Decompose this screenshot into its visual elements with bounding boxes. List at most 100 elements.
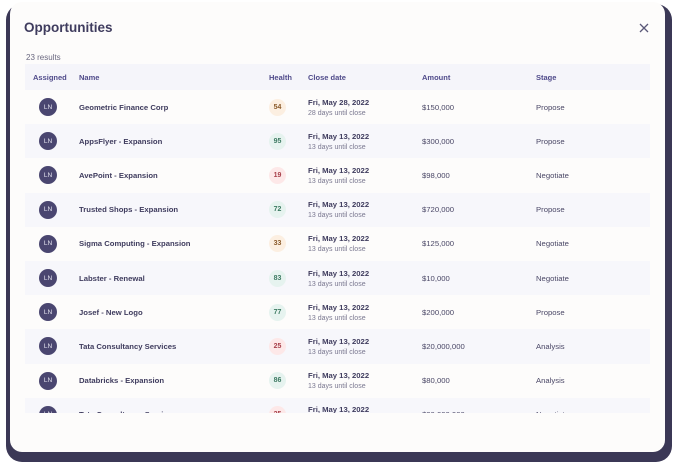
health-badge: 54 (269, 98, 286, 116)
assigned-cell: LN (25, 200, 77, 219)
table-row[interactable]: LN Geometric Finance Corp 54 Fri, May 28, 2… (25, 90, 650, 124)
assigned-cell: LN (25, 405, 77, 413)
table-body: LN Geometric Finance Corp 54 Fri, May 28, 2… (25, 90, 650, 413)
header-health[interactable]: Health (269, 72, 292, 82)
health-cell: 19 (269, 166, 308, 184)
health-badge: 25 (269, 337, 286, 355)
health-cell: 72 (269, 201, 308, 219)
health-cell: 83 (269, 269, 308, 287)
close-date-cell: Fri, May 13, 2022 13 days until close (308, 269, 422, 288)
table-row[interactable]: LN Sigma Computing - Expansion 33 Fri, May … (25, 227, 650, 261)
opportunity-name[interactable]: AppsFlyer - Expansion (79, 136, 163, 146)
health-cell: 25 (269, 406, 308, 413)
close-date-cell: Fri, May 13, 2022 13 days until close (308, 132, 422, 151)
close-date: Fri, May 13, 2022 (308, 234, 370, 244)
avatar[interactable]: LN (39, 337, 57, 356)
table-row[interactable]: LN AppsFlyer - Expansion 95 Fri, May 13, 20… (25, 124, 650, 159)
table-row[interactable]: LN Labster - Renewal 83 Fri, May 13, 2022 13… (25, 260, 650, 296)
health-badge: 19 (269, 166, 286, 184)
days-until-close: 13 days until close (308, 177, 366, 185)
table-row[interactable]: LN Trusted Shops - Expansion 72 Fri, May 13… (25, 192, 650, 227)
health-badge: 83 (269, 269, 286, 287)
close-date: Fri, May 13, 2022 (308, 302, 370, 312)
stage: Negotiate (536, 170, 569, 180)
avatar[interactable]: LN (39, 269, 57, 288)
avatar[interactable]: LN (39, 98, 57, 117)
assigned-cell: LN (25, 234, 77, 253)
stage: Analysis (536, 376, 565, 386)
health-badge: 72 (269, 201, 286, 219)
table-row[interactable]: LN Josef - New Logo 77 Fri, May 13, 2022 13 … (25, 295, 650, 329)
table-row[interactable]: LN Tata Consultancy Services 25 Fri, May 13… (25, 329, 650, 364)
header-amount[interactable]: Amount (422, 72, 451, 82)
days-until-close: 13 days until close (308, 143, 366, 151)
amount: $80,000 (422, 376, 450, 386)
avatar[interactable]: LN (39, 200, 57, 219)
opportunity-name[interactable]: Trusted Shops - Expansion (79, 205, 179, 215)
health-cell: 95 (269, 132, 308, 150)
table-row[interactable]: LN AvePoint - Expansion 19 Fri, May 13, 202… (25, 158, 650, 192)
days-until-close: 13 days until close (308, 280, 366, 288)
amount: $20,000,000 (422, 410, 536, 413)
header-name[interactable]: Name (79, 72, 100, 82)
modal-title: Opportunities (24, 20, 113, 35)
opportunity-name[interactable]: Tata Consultancy Services (77, 410, 269, 413)
amount: $300,000 (422, 136, 455, 146)
close-date-cell: Fri, May 13, 2022 13 days until close (308, 234, 422, 253)
opportunity-name[interactable]: Sigma Computing - Expansion (79, 239, 191, 249)
amount: $200,000 (422, 307, 455, 317)
stage: Analysis (536, 341, 565, 351)
stage: Negotiate (536, 410, 650, 413)
amount: $150,000 (422, 102, 455, 112)
health-cell: 33 (269, 235, 308, 253)
avatar[interactable]: LN (39, 371, 57, 390)
stage: Propose (536, 205, 565, 215)
opportunity-name[interactable]: Labster - Renewal (79, 273, 145, 283)
header-assigned[interactable]: Assigned (33, 72, 67, 82)
amount: $98,000 (422, 170, 450, 180)
close-icon[interactable] (637, 21, 651, 35)
days-until-close: 28 days until close (308, 109, 366, 117)
header-close-date[interactable]: Close date (308, 72, 346, 82)
close-date: Fri, May 13, 2022 (308, 405, 370, 413)
opportunity-name[interactable]: AvePoint - Expansion (79, 170, 158, 180)
amount: $125,000 (422, 239, 455, 249)
avatar[interactable]: LN (39, 405, 57, 413)
assigned-cell: LN (25, 98, 77, 117)
avatar[interactable]: LN (39, 234, 57, 253)
close-date: Fri, May 13, 2022 (308, 131, 370, 141)
stage: Propose (536, 102, 565, 112)
days-until-close: 13 days until close (308, 246, 366, 254)
amount: $10,000 (422, 273, 450, 283)
table-header: Assigned Name Health Close date Amount S… (25, 64, 650, 90)
close-date: Fri, May 13, 2022 (308, 336, 370, 346)
assigned-cell: LN (25, 166, 77, 185)
health-cell: 86 (269, 372, 308, 390)
opportunity-name[interactable]: Databricks - Expansion (79, 376, 165, 386)
opportunity-name[interactable]: Geometric Finance Corp (79, 102, 169, 112)
health-badge: 33 (269, 235, 286, 253)
results-count: 23 results (26, 53, 61, 62)
avatar[interactable]: LN (39, 132, 57, 151)
health-badge: 77 (269, 303, 286, 321)
health-cell: 54 (269, 98, 308, 116)
avatar[interactable]: LN (39, 166, 57, 185)
assigned-cell: LN (25, 371, 77, 390)
table-row[interactable]: LN Databricks - Expansion 86 Fri, May 13, 2… (25, 364, 650, 398)
assigned-cell: LN (25, 337, 77, 356)
opportunity-name[interactable]: Josef - New Logo (79, 307, 143, 317)
opportunity-name[interactable]: Tata Consultancy Services (79, 341, 177, 351)
header-stage[interactable]: Stage (536, 72, 557, 82)
close-date: Fri, May 13, 2022 (308, 268, 370, 278)
stage: Negotiate (536, 273, 569, 283)
opportunities-modal: Opportunities 23 results Assigned Name H… (10, 2, 665, 452)
health-badge: 86 (269, 372, 286, 390)
health-badge: 95 (269, 132, 286, 150)
opportunities-table: Assigned Name Health Close date Amount S… (25, 64, 650, 413)
avatar[interactable]: LN (39, 303, 57, 322)
